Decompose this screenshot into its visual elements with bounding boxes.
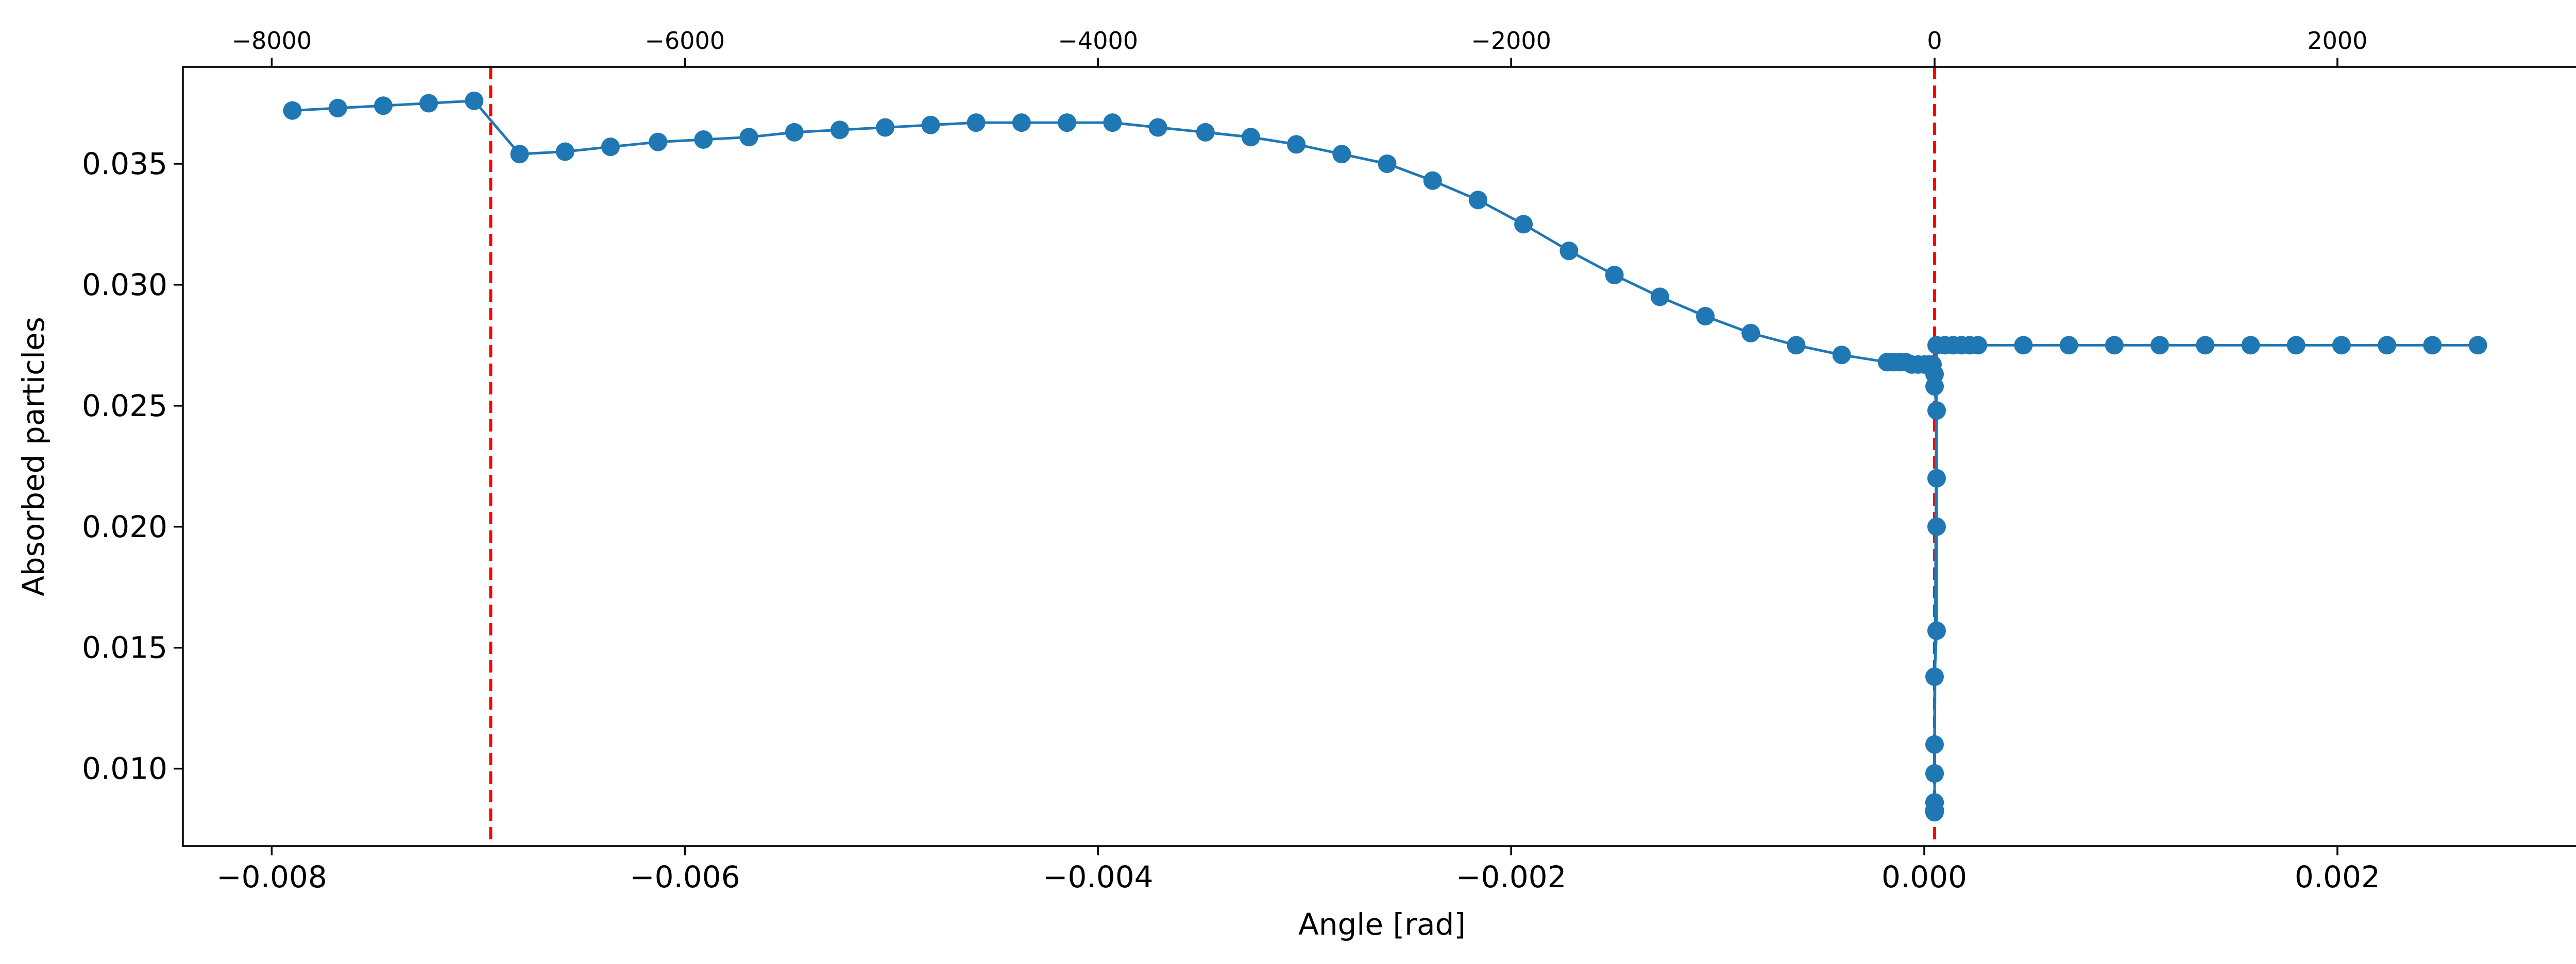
data-point [2378, 336, 2397, 355]
data-point [967, 113, 986, 132]
data-point [1196, 123, 1215, 142]
data-point [1696, 307, 1715, 325]
data-point [1058, 113, 1077, 132]
x-axis-label: Angle [rad] [1298, 907, 1466, 942]
data-point [283, 101, 302, 120]
x-tick-label: −0.006 [630, 859, 740, 894]
data-point [1787, 336, 1806, 355]
top-tick-label: −6000 [645, 27, 725, 55]
data-point [419, 94, 438, 113]
data-point [1378, 154, 1397, 173]
data-point [1925, 764, 1944, 783]
data-point [831, 120, 849, 140]
top-tick-label: −4000 [1058, 27, 1138, 55]
data-point [739, 128, 758, 147]
data-point [2241, 336, 2260, 355]
data-point [1103, 113, 1122, 132]
data-point [1605, 266, 1624, 285]
data-point [1832, 346, 1851, 365]
y-tick-label: 0.030 [82, 267, 167, 302]
data-point [374, 96, 393, 115]
x-tick-label: −0.002 [1456, 859, 1567, 894]
data-point [1927, 517, 1946, 536]
data-point [465, 91, 484, 110]
data-point [2286, 336, 2306, 355]
series-line [292, 99, 2478, 814]
data-point [2423, 336, 2442, 355]
y-tick-label: 0.025 [82, 388, 167, 423]
data-point [649, 132, 668, 151]
data-point [694, 130, 713, 149]
reference-lines-layer [489, 67, 1937, 846]
x-tick-label: 0.002 [2295, 859, 2380, 894]
data-point [1241, 128, 1260, 147]
data-point [1012, 113, 1031, 132]
data-point [1927, 469, 1946, 488]
data-point [921, 115, 940, 134]
y-tick-label: 0.015 [82, 630, 167, 665]
data-point [1925, 793, 1944, 812]
top-tick-label: 2000 [2307, 27, 2367, 55]
data-point [1287, 135, 1306, 154]
data-point [2332, 336, 2351, 355]
data-point [2014, 336, 2033, 355]
data-point [2150, 336, 2170, 355]
data-point [1927, 621, 1946, 640]
y-tick-label: 0.010 [82, 751, 167, 786]
y-tick-label: 0.020 [82, 509, 167, 544]
data-point [1741, 323, 1760, 342]
top-tick-label: −2000 [1471, 27, 1551, 55]
data-point [555, 142, 574, 161]
data-point [1925, 735, 1944, 754]
data-point [1650, 287, 1669, 306]
data-point [1148, 118, 1167, 137]
data-point [1332, 145, 1351, 164]
data-point [2468, 336, 2487, 355]
data-point [876, 118, 895, 137]
ticks-layer: −0.008 −0.006 −0.004 −0.002 0.000 0.002 0.010 0… [82, 27, 2380, 894]
data-point [1925, 667, 1944, 686]
plot-area-frame [182, 66, 2576, 847]
top-tick-label: −8000 [232, 27, 312, 55]
data-point [785, 123, 804, 142]
data-point [328, 98, 347, 117]
data-point [2059, 336, 2078, 355]
x-tick-label: 0.000 [1882, 859, 1967, 894]
data-point [601, 137, 620, 157]
data-point [1925, 377, 1944, 396]
data-point [1423, 171, 1442, 190]
data-point [2105, 336, 2124, 355]
x-tick-label: −0.008 [216, 859, 327, 894]
x-tick-label: −0.004 [1043, 859, 1154, 894]
data-point [2196, 336, 2215, 355]
series-layer [283, 91, 2487, 822]
data-point [1969, 336, 1988, 355]
y-tick-label: 0.035 [82, 146, 167, 181]
data-point [1560, 242, 1579, 261]
y-axis-label: Absorbed particles [16, 317, 51, 596]
data-point [510, 145, 529, 164]
top-tick-label: 0 [1927, 27, 1942, 55]
data-point [1514, 215, 1533, 234]
data-point [1927, 401, 1946, 420]
data-point [1468, 191, 1487, 210]
